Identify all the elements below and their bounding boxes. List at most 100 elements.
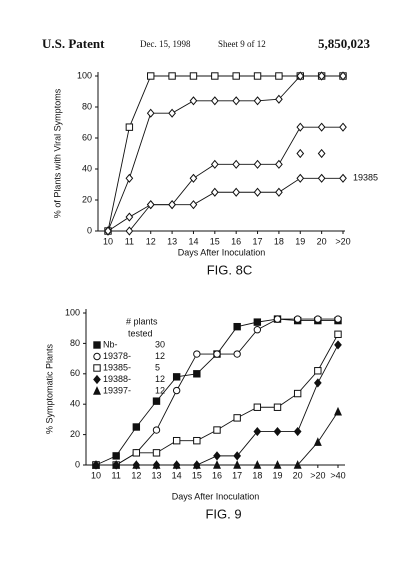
x-tick-label: 17	[232, 470, 242, 480]
y-tick-label: 80	[82, 101, 92, 111]
marker	[168, 72, 176, 80]
x-tick-label: 15	[192, 470, 202, 480]
x-tick-label: 11	[125, 236, 134, 246]
figure-caption: FIG. 9	[205, 506, 241, 521]
marker	[313, 378, 322, 388]
marker	[146, 108, 155, 118]
marker	[152, 426, 161, 434]
marker	[93, 364, 101, 372]
x-tick-label: 12	[131, 470, 141, 480]
marker	[172, 386, 181, 395]
marker	[189, 72, 198, 80]
marker	[193, 370, 201, 378]
marker	[253, 159, 262, 169]
marker	[339, 122, 347, 132]
legend-label: Nb-	[103, 339, 118, 349]
series-line	[96, 318, 338, 466]
x-tick-label: 13	[167, 236, 177, 246]
marker	[334, 340, 342, 350]
marker	[132, 460, 141, 469]
marker	[314, 367, 322, 375]
marker	[273, 426, 282, 437]
marker	[232, 96, 241, 106]
legend-count: 30	[155, 339, 165, 349]
legend-title: # plants	[126, 316, 158, 326]
marker	[146, 200, 155, 210]
marker	[125, 226, 134, 236]
series-line	[95, 318, 338, 466]
marker	[233, 350, 241, 358]
legend-label: 19378-	[103, 351, 131, 361]
marker	[296, 173, 305, 183]
x-tick-label: 19	[295, 236, 305, 246]
x-tick-label: 11	[111, 470, 120, 480]
marker	[339, 71, 347, 81]
marker	[193, 350, 201, 358]
x-tick-label: 14	[188, 236, 198, 246]
legend-label: 19385-	[103, 362, 131, 372]
marker	[112, 452, 120, 460]
y-tick-label: 40	[82, 163, 92, 173]
marker	[93, 386, 101, 395]
marker	[93, 374, 101, 385]
marker	[93, 352, 101, 361]
marker	[132, 423, 141, 431]
marker	[317, 173, 326, 183]
marker	[213, 350, 221, 358]
legend-count: 5	[155, 362, 160, 372]
x-tick-label: 13	[151, 470, 161, 480]
marker	[253, 403, 262, 411]
marker	[273, 460, 282, 469]
y-tick-label: 40	[70, 399, 80, 409]
marker	[189, 173, 198, 183]
marker	[112, 460, 121, 469]
marker	[275, 159, 283, 169]
x-tick-label: 10	[91, 470, 101, 480]
y-tick-label: 100	[65, 307, 80, 317]
x-tick-label: 18	[274, 236, 284, 246]
marker	[334, 315, 342, 323]
marker	[253, 326, 262, 334]
series-line	[107, 126, 343, 232]
x-axis-label: Days After Inoculation	[172, 491, 260, 501]
marker	[168, 108, 176, 118]
marker	[296, 122, 305, 132]
marker	[313, 437, 322, 446]
marker	[192, 460, 201, 469]
marker	[172, 460, 181, 469]
legend-count: 12	[155, 374, 165, 384]
x-tick-label: 10	[103, 236, 113, 246]
marker	[210, 187, 219, 197]
y-tick-label: 60	[70, 368, 80, 378]
marker	[152, 397, 161, 405]
marker	[232, 187, 241, 197]
marker	[189, 96, 198, 106]
x-tick-label: >40	[330, 470, 345, 480]
marker	[210, 159, 219, 169]
x-tick-label: >20	[310, 470, 325, 480]
marker	[339, 173, 347, 183]
marker	[125, 212, 134, 222]
y-axis-label: % Symptomatic Plants	[44, 343, 54, 434]
sheet-number: Sheet 9 of 12	[218, 39, 266, 49]
series-line	[96, 344, 339, 466]
marker	[334, 330, 342, 338]
marker	[172, 436, 181, 445]
y-tick-label: 20	[82, 194, 92, 204]
figure-caption: FIG. 8C	[207, 262, 253, 277]
x-tick-label: 20	[293, 470, 303, 480]
marker	[253, 187, 262, 197]
y-tick-label: 80	[70, 338, 80, 348]
x-tick-label: 16	[212, 470, 222, 480]
x-tick-label: 16	[231, 236, 241, 246]
marker	[168, 200, 176, 210]
x-tick-label: 17	[253, 236, 263, 246]
marker	[147, 72, 155, 80]
y-tick-label: 100	[77, 70, 92, 80]
marker	[213, 451, 221, 461]
marker	[296, 148, 305, 159]
marker	[104, 226, 112, 236]
marker	[125, 173, 134, 183]
marker	[152, 460, 161, 469]
marker	[152, 449, 161, 457]
